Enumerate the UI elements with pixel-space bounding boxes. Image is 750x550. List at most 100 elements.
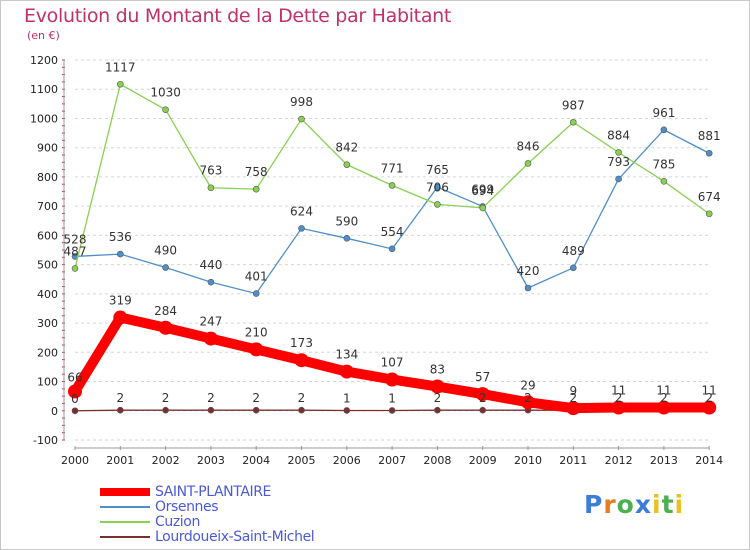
data-point bbox=[339, 364, 354, 379]
data-label: 487 bbox=[64, 244, 87, 258]
data-label: 694 bbox=[471, 184, 494, 198]
chart-title: Evolution du Montant de la Dette par Hab… bbox=[24, 5, 452, 27]
data-label: 554 bbox=[381, 225, 404, 239]
y-tick-label: 600 bbox=[37, 229, 58, 242]
data-label: 842 bbox=[335, 141, 358, 155]
data-point bbox=[117, 250, 124, 258]
x-tick-label: 2006 bbox=[333, 454, 361, 467]
y-tick-label: 700 bbox=[37, 200, 58, 213]
data-label: 2 bbox=[660, 391, 668, 405]
data-label: 998 bbox=[290, 95, 313, 109]
data-label: 210 bbox=[245, 325, 268, 339]
data-point bbox=[162, 406, 169, 414]
data-label: 699 bbox=[471, 182, 494, 196]
data-point bbox=[656, 400, 671, 415]
data-point bbox=[479, 406, 487, 414]
y-tick-label: 900 bbox=[37, 142, 58, 155]
y-tick-label: 800 bbox=[37, 171, 58, 184]
data-label: 961 bbox=[652, 106, 675, 120]
data-point bbox=[566, 401, 581, 416]
data-label: 29 bbox=[520, 378, 535, 392]
data-point bbox=[252, 406, 260, 414]
data-label: 11 bbox=[656, 384, 671, 398]
logo-letter: P bbox=[584, 490, 604, 519]
legend-label: Orsennes bbox=[155, 499, 219, 515]
proxiti-logo: Proxiti bbox=[584, 490, 684, 519]
data-label: 489 bbox=[562, 244, 585, 258]
data-label: 2 bbox=[479, 391, 487, 405]
data-point bbox=[117, 406, 124, 414]
legend-swatch bbox=[100, 536, 150, 538]
logo-letter: t bbox=[661, 490, 675, 519]
data-label: 319 bbox=[109, 294, 132, 308]
data-point bbox=[71, 265, 79, 272]
x-tick-label: 2004 bbox=[242, 454, 270, 467]
y-tick-label: 500 bbox=[37, 259, 58, 272]
data-label: 2 bbox=[569, 391, 577, 405]
data-point bbox=[705, 210, 713, 218]
data-point bbox=[479, 204, 487, 212]
data-label: 2 bbox=[434, 391, 442, 405]
data-point bbox=[611, 400, 626, 415]
data-label: 1030 bbox=[150, 86, 181, 100]
data-label: 420 bbox=[517, 264, 540, 278]
data-point bbox=[475, 387, 490, 402]
data-point bbox=[207, 278, 215, 286]
x-tick-label: 2008 bbox=[423, 454, 451, 467]
data-point bbox=[343, 235, 351, 242]
data-point bbox=[569, 118, 577, 126]
data-label: 2 bbox=[298, 391, 306, 405]
x-tick-label: 2002 bbox=[152, 454, 180, 467]
data-label: 0 bbox=[71, 392, 79, 406]
data-point bbox=[434, 201, 441, 208]
data-point bbox=[117, 80, 124, 88]
x-tick-label: 2014 bbox=[695, 454, 723, 467]
legend-label: Lourdoueix-Saint-Michel bbox=[155, 529, 315, 545]
data-label: 9 bbox=[569, 384, 577, 398]
data-label: 2 bbox=[116, 391, 124, 405]
data-label: 2 bbox=[705, 391, 713, 405]
logo-letter: r bbox=[603, 490, 617, 519]
data-point bbox=[524, 284, 532, 292]
data-point bbox=[702, 400, 717, 415]
data-label: 247 bbox=[199, 315, 222, 329]
data-point bbox=[207, 184, 215, 192]
data-label: 1 bbox=[343, 391, 351, 405]
y-tick-label: 1200 bbox=[30, 54, 58, 67]
data-point bbox=[162, 264, 169, 271]
data-point bbox=[343, 161, 351, 168]
logo-letter: i bbox=[674, 490, 685, 519]
y-tick-label: -100 bbox=[33, 434, 58, 447]
data-point bbox=[430, 379, 445, 394]
data-label: 11 bbox=[702, 384, 717, 398]
data-label: 440 bbox=[199, 258, 222, 272]
data-label: 2 bbox=[162, 391, 170, 405]
data-label: 401 bbox=[245, 270, 268, 284]
data-label: 881 bbox=[698, 129, 721, 143]
data-point bbox=[705, 149, 713, 157]
y-tick-label: 200 bbox=[37, 346, 58, 359]
x-tick-label: 2000 bbox=[61, 454, 89, 467]
data-label: 2 bbox=[252, 391, 260, 405]
y-tick-label: 0 bbox=[51, 405, 58, 418]
data-point bbox=[203, 331, 218, 346]
data-point bbox=[524, 160, 532, 167]
data-label: 590 bbox=[335, 214, 358, 228]
x-tick-label: 2011 bbox=[559, 454, 587, 467]
data-point bbox=[298, 115, 305, 123]
data-point bbox=[660, 126, 668, 134]
data-label: 284 bbox=[154, 304, 177, 318]
data-point bbox=[298, 225, 305, 232]
data-point bbox=[207, 406, 215, 414]
legend-swatch bbox=[100, 506, 150, 508]
data-label: 771 bbox=[381, 161, 404, 175]
legend-label: SAINT-PLANTAIRE bbox=[155, 484, 272, 500]
grid bbox=[75, 59, 710, 441]
data-label: 987 bbox=[562, 98, 585, 112]
legend-swatch bbox=[100, 488, 150, 496]
x-tick-label: 2003 bbox=[197, 454, 225, 467]
y-tick-label: 1000 bbox=[30, 112, 58, 125]
data-point bbox=[615, 149, 622, 156]
data-point bbox=[521, 395, 535, 410]
